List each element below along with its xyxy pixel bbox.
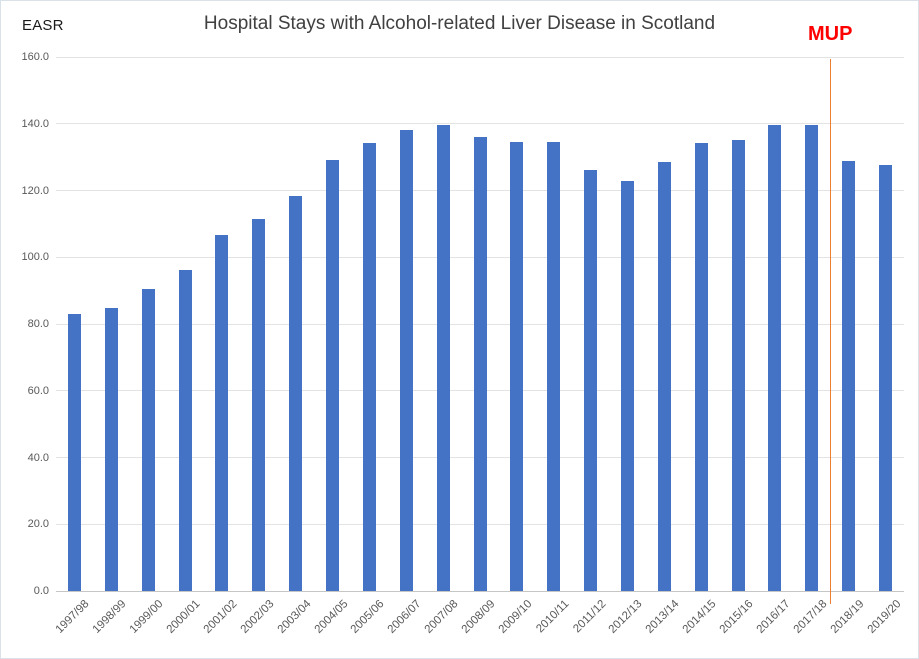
bar-2016-17 [768,125,782,591]
bar-2012-13 [620,180,634,591]
bar-2004-05 [326,160,340,591]
gridline [56,123,904,125]
y-tick-label: 0.0 [33,585,49,597]
chart-title: Hospital Stays with Alcohol-related Live… [203,13,716,34]
y-tick-label: 60.0 [27,384,49,397]
bar-2005-06 [362,143,376,591]
bar-2001-02 [215,234,229,591]
bar-1997-98 [67,313,81,591]
y-tick-label: 160.0 [21,51,49,63]
bar-1999-00 [141,288,155,591]
bar-2018-19 [842,161,856,591]
mup-annotation-label: MUP [808,23,853,45]
bar-2008-09 [473,137,487,591]
bar-2006-07 [399,129,413,591]
gridline [56,56,904,58]
bar-1998-99 [104,307,118,591]
bar-2015-16 [731,140,745,591]
bar-2011-12 [584,170,598,591]
y-tick-label: 140.0 [21,117,49,130]
y-tick-label: 100.0 [21,251,49,264]
bar-2000-01 [178,269,192,591]
y-axis-title: EASR [22,17,64,34]
bar-2002-03 [252,219,266,591]
y-tick-label: 40.0 [27,451,49,464]
bar-2014-15 [694,143,708,591]
y-tick-label: 80.0 [27,318,49,330]
bar-2013-14 [657,162,671,591]
bar-2010-11 [547,142,561,591]
bar-2007-08 [436,124,450,591]
bar-2009-10 [510,142,524,591]
bar-2003-04 [289,195,303,591]
bar-2017-18 [805,125,819,591]
mup-annotation-line [829,59,831,604]
x-axis-line [56,590,904,592]
y-tick-label: 20.0 [27,518,49,531]
bar-2019-20 [879,164,893,591]
y-tick-label: 120.0 [21,184,49,197]
